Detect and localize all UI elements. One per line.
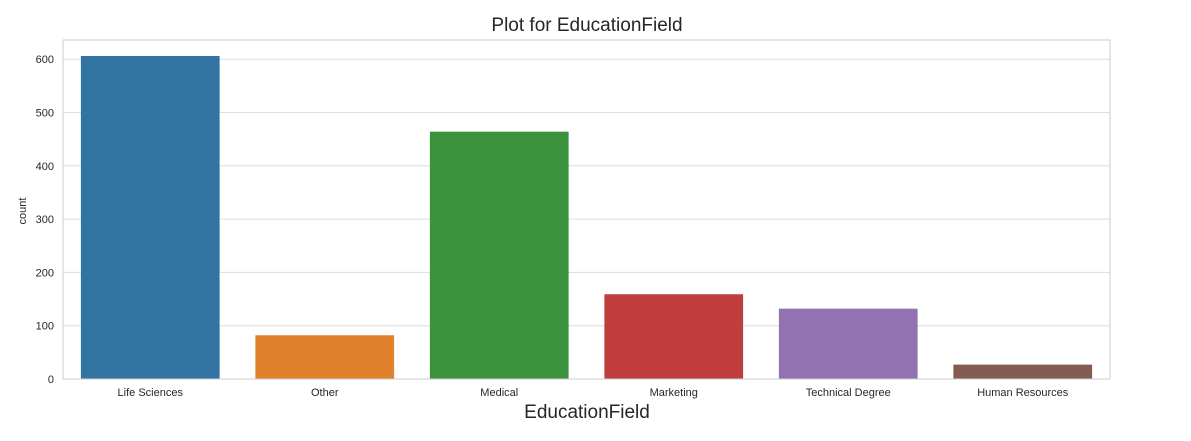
bar [429,131,569,379]
x-tick-label: Medical [480,387,518,399]
y-tick-label: 600 [36,54,54,66]
bar [80,55,220,379]
bars [80,55,1093,379]
plot-area-frame [62,39,1111,380]
y-tick-label: 400 [36,161,54,173]
y-tick-label: 100 [36,321,54,333]
bar [255,335,395,379]
x-tick-label: Technical Degree [806,387,891,399]
x-tick-label: Other [311,387,339,399]
chart-title: Plot for EducationField [491,15,682,36]
grid-lines [63,58,1110,380]
x-tick-label: Human Resources [977,387,1069,399]
y-tick-label: 500 [36,107,54,119]
x-axis-label: EducationField [524,402,650,423]
x-tick-label: Life Sciences [118,387,184,399]
y-tick-label: 200 [36,267,54,279]
bar [778,308,918,379]
y-tick-label: 300 [36,214,54,226]
y-axis-label: count [17,198,29,225]
x-tick-label: Marketing [650,387,698,399]
bar [953,364,1093,379]
bar [604,294,744,379]
x-axis-ticks: Life Sciences Other Medical Marketing Techni… [118,387,1069,399]
y-axis-ticks: 0 100 200 300 400 500 600 [36,54,54,386]
y-tick-label: 0 [48,374,54,386]
